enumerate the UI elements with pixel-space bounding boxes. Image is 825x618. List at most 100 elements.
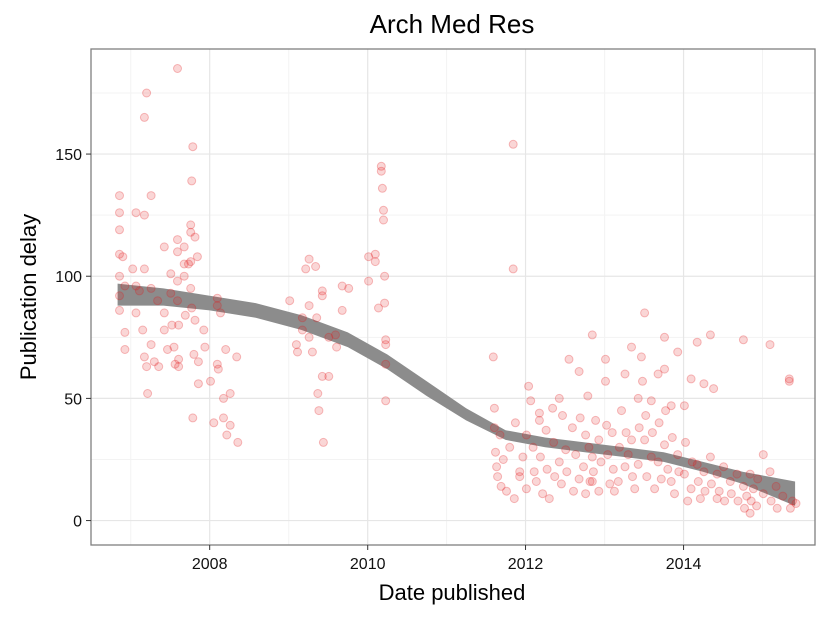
scatter-point (608, 464, 618, 474)
scatter-point (170, 359, 180, 369)
scatter-point (312, 313, 322, 323)
scatter-point (686, 374, 696, 384)
scatter-point (683, 496, 693, 506)
scatter-point (488, 352, 498, 362)
scatter-point (314, 406, 324, 416)
scatter-point (585, 477, 595, 486)
scatter-point (719, 462, 729, 472)
scatter-point (376, 166, 386, 176)
scatter-point (297, 313, 307, 323)
scatter-point (646, 396, 656, 406)
scatter-point (596, 457, 606, 467)
scatter-point (317, 371, 327, 381)
scatter-point (186, 283, 196, 293)
scatter-point (379, 205, 388, 215)
scatter-point (602, 420, 612, 430)
scatter-point (186, 257, 196, 267)
scatter-point (380, 271, 390, 281)
scatter-point (510, 418, 520, 428)
scatter-point (661, 406, 671, 416)
scatter-point (784, 374, 794, 384)
points-layer (115, 64, 801, 518)
scatter-point (587, 477, 597, 486)
y-axis-title: Publication delay (16, 214, 41, 380)
scatter-point (554, 457, 564, 467)
scatter-point (699, 467, 709, 477)
scatter-point (633, 393, 643, 403)
scatter-point (174, 354, 184, 364)
scatter-point (654, 418, 664, 428)
scatter-point (159, 308, 169, 318)
scatter-point (381, 340, 391, 350)
scatter-point (174, 320, 184, 330)
scatter-point (627, 342, 636, 352)
scatter-point (534, 415, 544, 425)
chart-title: Arch Med Res (370, 9, 535, 39)
scatter-point (765, 340, 775, 350)
scatter-point (381, 335, 391, 345)
scatter-point (581, 489, 591, 499)
scatter-point (142, 362, 152, 372)
scatter-point (575, 413, 585, 423)
x-tick-label: 2008 (192, 556, 228, 573)
scatter-point (752, 501, 762, 511)
scatter-point (495, 430, 505, 440)
scatter-point (765, 467, 775, 477)
scatter-point (128, 264, 138, 274)
scatter-point (153, 296, 163, 306)
scatter-point (548, 403, 558, 413)
scatter-point (706, 479, 716, 489)
scatter-point (679, 401, 689, 411)
scatter-point (200, 342, 210, 352)
scatter-point (297, 325, 307, 335)
scatter-point (212, 359, 222, 369)
scatter-point (317, 291, 327, 301)
scatter-point (491, 447, 500, 457)
scatter-point (167, 320, 177, 330)
scatter-point (115, 291, 124, 301)
scatter-point (738, 481, 748, 491)
scatter-point (693, 477, 703, 486)
scatter-point (686, 484, 696, 494)
scatter-point (640, 435, 650, 445)
scatter-point (673, 347, 683, 357)
scatter-point (131, 208, 141, 218)
scatter-point (291, 340, 301, 350)
scatter-point (636, 352, 646, 362)
scatter-point (179, 242, 189, 252)
scatter-point (771, 481, 781, 491)
scatter-point (614, 442, 624, 452)
scatter-point (581, 430, 591, 440)
scatter-point (695, 494, 705, 504)
scatter-point (166, 269, 176, 279)
scatter-point (120, 345, 130, 354)
scatter-point (521, 484, 531, 494)
scatter-point (293, 347, 302, 357)
scatter-point (607, 428, 617, 438)
scatter-point (118, 252, 128, 262)
scatter-point (558, 411, 567, 420)
scatter-point (163, 345, 172, 354)
scatter-point (186, 220, 196, 230)
scatter-point (212, 293, 222, 303)
scatter-point (679, 469, 689, 479)
scatter-point (131, 308, 141, 318)
scatter-point (733, 496, 743, 506)
scatter-point (337, 281, 347, 291)
scatter-point (569, 486, 578, 496)
scatter-point (379, 215, 388, 225)
scatter-point (720, 496, 730, 506)
scatter-point (169, 342, 179, 352)
scatter-point (740, 503, 749, 513)
y-tick-label: 50 (64, 391, 82, 408)
scatter-point (192, 252, 202, 262)
scatter-point (613, 477, 623, 486)
scatter-point (311, 262, 321, 271)
scatter-point (699, 379, 709, 389)
scatter-point (285, 296, 295, 306)
scatter-point (304, 254, 314, 264)
scatter-point (515, 472, 525, 482)
scatter-point (700, 486, 710, 496)
scatter-point (745, 469, 755, 479)
scatter-point (146, 283, 156, 293)
